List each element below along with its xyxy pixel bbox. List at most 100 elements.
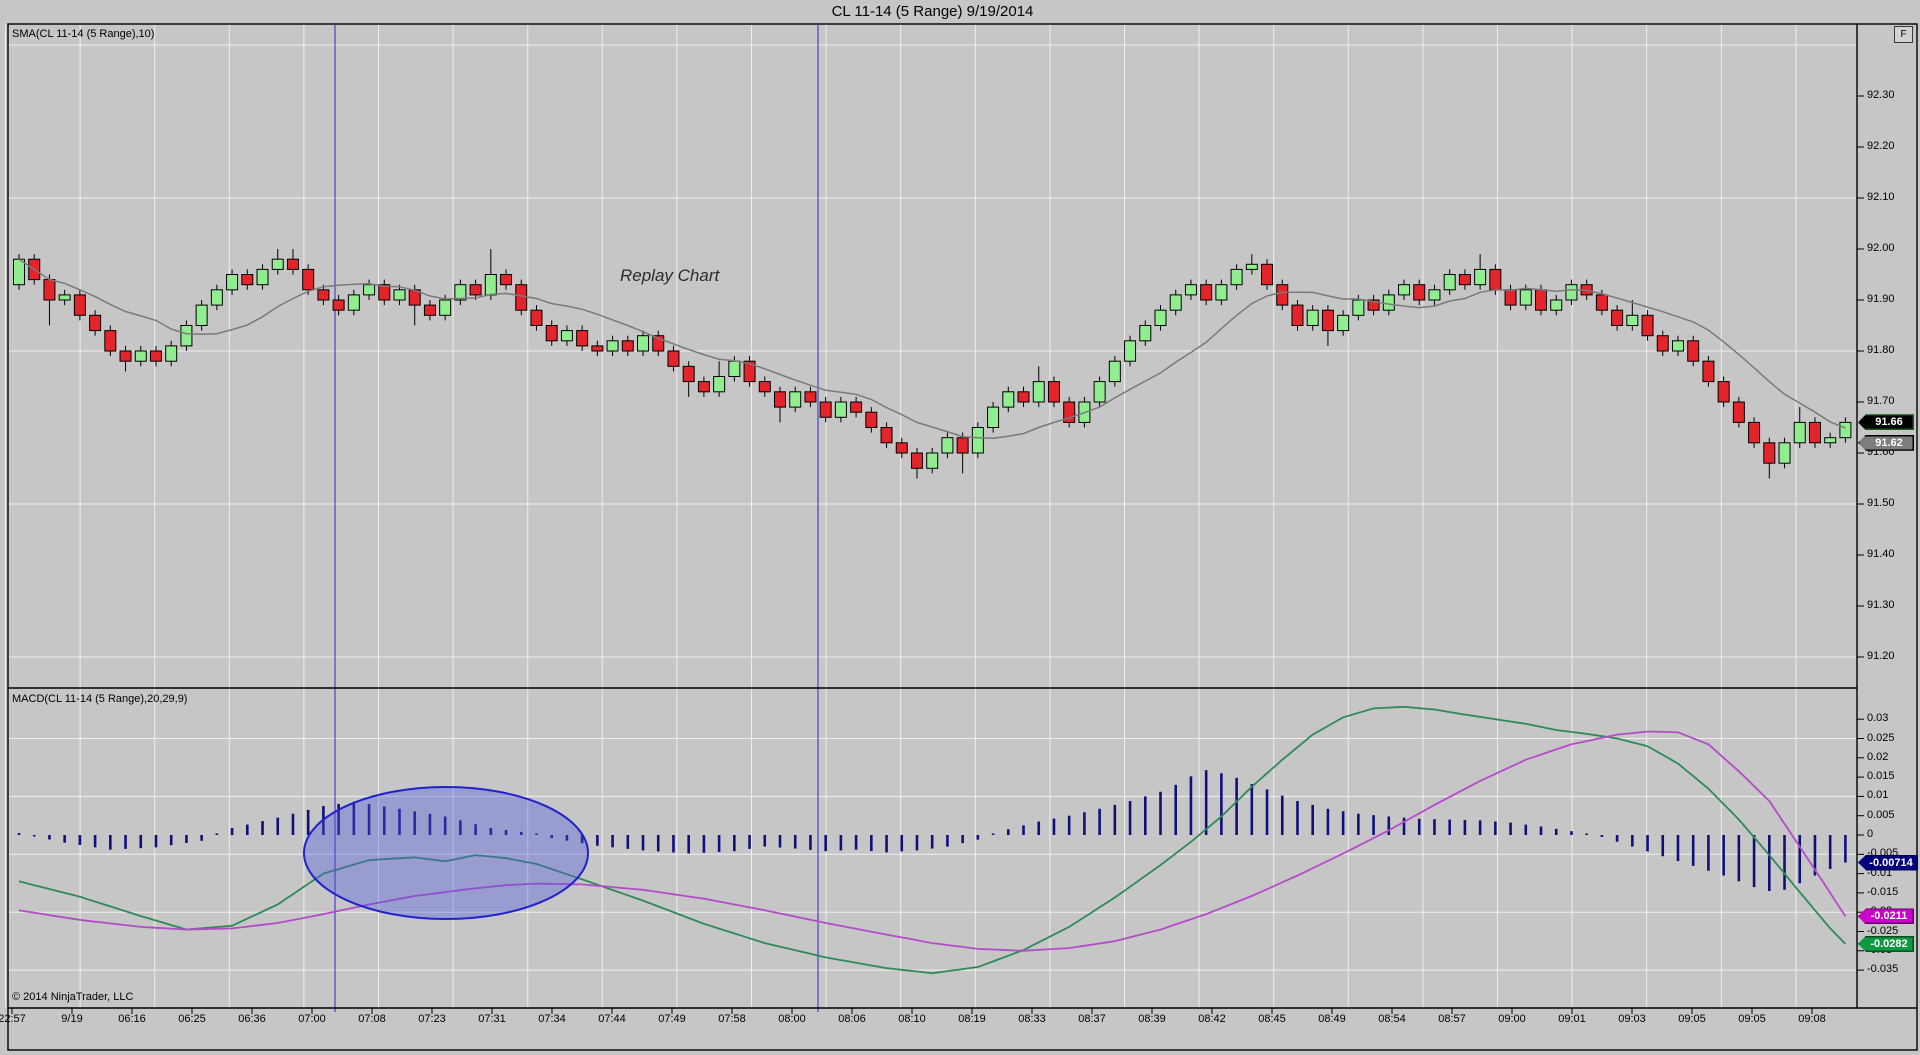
candle-down: [1276, 284, 1289, 306]
focus-button[interactable]: F: [1894, 26, 1913, 43]
candle-up: [1169, 294, 1182, 311]
macd-line: [18, 705, 1847, 975]
time-axis-label: 08:06: [838, 1013, 866, 1025]
candle-down: [880, 427, 893, 444]
candle-down: [317, 289, 330, 301]
copyright-text: © 2014 NinjaTrader, LLC: [12, 991, 134, 1003]
candle-down: [73, 294, 86, 316]
time-axis-label: 08:39: [1138, 1013, 1166, 1025]
candle-up: [1824, 437, 1837, 444]
price-axis-label: 91.20: [1867, 650, 1895, 662]
candle-down: [576, 330, 589, 347]
candle-down: [332, 299, 345, 311]
time-axis-label: 08:42: [1198, 1013, 1226, 1025]
candle-down: [1261, 263, 1274, 286]
macd-value-marker: -0.0282: [1858, 935, 1914, 952]
macd-axis-label: 0.02: [1867, 750, 1889, 763]
candle-up: [1565, 284, 1578, 301]
candle-down: [302, 268, 315, 291]
price-axis-label: 91.40: [1867, 548, 1895, 560]
candle-up: [728, 360, 741, 378]
time-axis-label: 06:16: [118, 1013, 146, 1025]
candle-down: [1595, 294, 1608, 311]
chart-frame: [7, 23, 1918, 1051]
candle-down: [895, 442, 908, 454]
price-axis-label: 92.00: [1867, 242, 1895, 254]
time-axis-label: 07:23: [418, 1013, 446, 1025]
candle-up: [1474, 268, 1487, 286]
candle-down: [1200, 284, 1213, 301]
candle-up: [1230, 268, 1243, 286]
candle-up: [439, 299, 452, 316]
candle-down: [1063, 401, 1076, 423]
candle-down: [591, 345, 604, 352]
sma-line: [18, 258, 1846, 439]
candle-down: [286, 258, 299, 270]
time-axis-label: 08:10: [898, 1013, 926, 1025]
candle-up: [13, 258, 25, 286]
candle-up: [1154, 309, 1167, 327]
candle-down: [119, 350, 132, 362]
time-axis-label: 06:25: [178, 1013, 206, 1025]
time-axis-label: 08:37: [1078, 1013, 1106, 1025]
candle-up: [165, 345, 178, 362]
candle-up: [1245, 263, 1258, 270]
candle-up: [1093, 381, 1106, 403]
price-axis-label: 91.30: [1867, 599, 1895, 611]
time-axis-label: 08:45: [1258, 1013, 1286, 1025]
candle-up: [1839, 421, 1852, 439]
candle-up: [1398, 284, 1411, 296]
candle-down: [515, 284, 528, 311]
candle-down: [1367, 299, 1380, 311]
candle-up: [941, 437, 954, 454]
candle-down: [1047, 381, 1060, 403]
time-axis-label: 9/19: [61, 1013, 83, 1025]
candle-down: [1656, 335, 1669, 352]
candle-up: [1184, 284, 1197, 296]
time-axis-label: 09:00: [1498, 1013, 1526, 1025]
macd-indicator-label: MACD(CL 11-14 (5 Range),20,29,9): [12, 693, 188, 705]
candle-down: [1535, 289, 1547, 311]
candle-up: [1793, 421, 1806, 444]
candle-down: [378, 284, 391, 301]
candle-up: [347, 294, 360, 311]
time-axis-label: 08:57: [1438, 1013, 1466, 1025]
candle-down: [149, 350, 162, 362]
candle-down: [1321, 309, 1334, 332]
candle-down: [1687, 340, 1700, 362]
candle-down: [1017, 391, 1030, 403]
candle-down: [89, 314, 102, 332]
candle-down: [1748, 421, 1761, 444]
candle-up: [271, 258, 284, 270]
macd-axis-label: 0.01: [1867, 789, 1889, 802]
candle-down: [469, 284, 482, 296]
macd-axis-label: 0.03: [1867, 712, 1889, 725]
replay-chart-annotation[interactable]: Replay Chart: [620, 266, 720, 285]
candle-up: [606, 340, 619, 352]
ellipse-annotation[interactable]: [303, 786, 589, 920]
candle-down: [1489, 268, 1502, 291]
candle-up: [210, 289, 223, 306]
candle-down: [621, 340, 634, 352]
candle-up: [1519, 289, 1532, 306]
candle-up: [1778, 442, 1791, 464]
candle-down: [697, 381, 710, 393]
candle-up: [1337, 314, 1350, 332]
candle-up: [1002, 391, 1015, 408]
candle-up: [1626, 314, 1639, 326]
candle-down: [241, 274, 254, 286]
candle-down: [423, 304, 436, 316]
time-axis-label: 09:05: [1678, 1013, 1706, 1025]
candle-down: [1763, 442, 1776, 464]
time-axis-label: 07:58: [718, 1013, 746, 1025]
time-axis-label: 07:00: [298, 1013, 326, 1025]
price-axis-label: 91.90: [1867, 293, 1895, 305]
macd-axis-label: -0.035: [1867, 963, 1899, 976]
candle-down: [1413, 284, 1426, 301]
candle-down: [743, 360, 756, 383]
candle-up: [58, 294, 71, 301]
candle-down: [1732, 401, 1745, 423]
signal-line: [18, 730, 1847, 952]
